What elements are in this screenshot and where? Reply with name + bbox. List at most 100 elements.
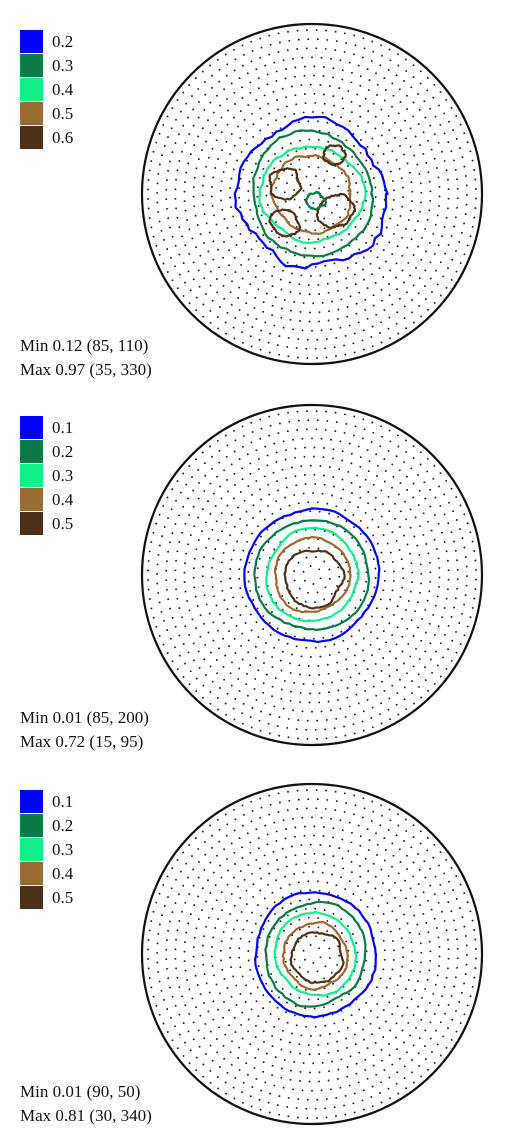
grid-dot (184, 522, 187, 525)
grid-dot (314, 1107, 317, 1110)
grid-dot (375, 72, 378, 75)
grid-dot (332, 448, 335, 451)
grid-dot (420, 258, 423, 261)
grid-dot (328, 577, 331, 580)
grid-dot (156, 201, 159, 204)
grid-dot (238, 837, 241, 840)
grid-dot (224, 273, 227, 276)
grid-dot (454, 976, 457, 979)
grid-dot (241, 251, 244, 254)
grid-dot (340, 918, 343, 921)
grid-dot (252, 123, 255, 126)
grid-dot (364, 511, 367, 514)
grid-dot (304, 483, 307, 486)
grid-dot (211, 467, 213, 470)
grid-dot (388, 1054, 391, 1057)
grid-dot (466, 1004, 469, 1007)
grid-dot (397, 824, 400, 827)
grid-dot (333, 1022, 336, 1025)
grid-dot (408, 552, 411, 555)
grid-dot (247, 199, 250, 202)
grid-dot (277, 51, 280, 54)
grid-dot (340, 249, 343, 252)
grid-dot (249, 81, 252, 84)
grid-dot (302, 683, 305, 685)
grid-dot (194, 77, 197, 80)
grid-dot (394, 121, 396, 124)
grid-dot (469, 995, 472, 998)
grid-dot (337, 308, 340, 311)
grid-dot (445, 479, 448, 482)
grid-dot (307, 284, 310, 287)
grid-dot (161, 535, 164, 538)
grid-dot (278, 716, 281, 719)
grid-dot (325, 1098, 328, 1100)
grid-dot (340, 630, 343, 633)
grid-dot (171, 911, 174, 914)
grid-dot (399, 596, 402, 598)
min-value-text: Min 0.12 (85, 110) (20, 336, 149, 355)
grid-dot (308, 1053, 311, 1056)
grid-dot (380, 669, 383, 672)
grid-dot (466, 625, 469, 628)
grid-dot (294, 854, 297, 857)
grid-dot (380, 1101, 383, 1104)
grid-dot (309, 656, 312, 658)
grid-dot (350, 111, 353, 114)
grid-dot (325, 1116, 328, 1119)
legend-label: 0.5 (52, 104, 74, 123)
grid-dot (238, 577, 241, 580)
grid-dot (215, 520, 218, 523)
grid-dot (288, 39, 291, 42)
grid-dot (392, 958, 395, 961)
grid-dot (233, 1097, 236, 1100)
grid-dot (419, 563, 422, 566)
min-value-text: Min 0.01 (85, 200) (20, 708, 149, 727)
grid-dot (387, 829, 390, 831)
grid-dot (291, 272, 293, 275)
grid-dot (315, 428, 318, 431)
grid-dot (216, 818, 219, 821)
grid-dot (230, 513, 233, 516)
grid-dot (388, 316, 391, 319)
grid-dot (375, 226, 378, 229)
grid-dot (267, 102, 270, 105)
grid-dot (412, 284, 415, 287)
grid-dot (229, 956, 232, 959)
grid-dot (379, 977, 382, 980)
grid-dot (332, 95, 335, 98)
grid-dot (376, 475, 378, 477)
grid-dot (365, 622, 368, 625)
grid-dot (253, 687, 256, 690)
grid-dot (371, 273, 373, 276)
grid-dot (392, 992, 395, 995)
grid-dot (253, 1066, 256, 1069)
grid-dot (293, 681, 296, 684)
grid-dot (454, 928, 457, 931)
grid-dot (355, 942, 358, 944)
grid-dot (232, 116, 235, 119)
grid-dot (335, 421, 338, 424)
grid-dot (326, 121, 329, 124)
legend-swatch (20, 440, 43, 463)
grid-dot (171, 488, 174, 491)
grid-dot (380, 894, 383, 897)
grid-dot (328, 891, 331, 894)
grid-dot (284, 837, 287, 840)
grid-dot (447, 188, 450, 191)
grid-dot (341, 78, 344, 81)
grid-dot (391, 1063, 394, 1066)
grid-dot (150, 226, 153, 229)
grid-dot (330, 57, 332, 60)
grid-dot (277, 177, 280, 180)
grid-dot (404, 58, 407, 61)
grid-dot (185, 931, 188, 934)
grid-dot (346, 306, 349, 308)
grid-dot (246, 453, 249, 456)
grid-dot (350, 452, 353, 455)
grid-dot (463, 165, 466, 168)
grid-dot (332, 912, 335, 915)
grid-dot (259, 510, 262, 513)
grid-dot (294, 826, 297, 829)
grid-dot (192, 946, 195, 949)
